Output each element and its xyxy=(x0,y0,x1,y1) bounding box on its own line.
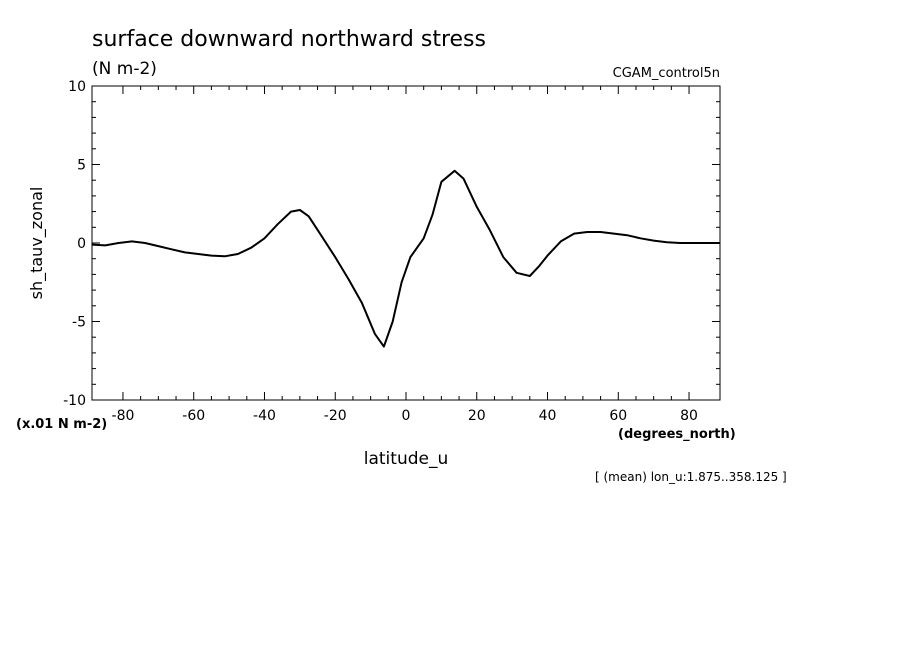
x-tick-label: 60 xyxy=(609,408,627,424)
x-tick-label: -60 xyxy=(182,408,205,424)
y-tick-label: 0 xyxy=(77,236,86,252)
series-layer xyxy=(91,169,720,348)
y-tick-label: 10 xyxy=(68,79,86,95)
x-tick-label: 0 xyxy=(402,408,411,424)
y-scale-note: (x.01 N m-2) xyxy=(16,417,107,432)
y-tick-label: -10 xyxy=(63,393,86,409)
x-tick-label: 80 xyxy=(680,408,698,424)
x-tick-label: -40 xyxy=(253,408,276,424)
y-tick-label: -5 xyxy=(72,315,86,331)
axis-ticks xyxy=(92,85,720,401)
footnote: [ (mean) lon_u:1.875..358.125 ] xyxy=(595,470,787,484)
series-line xyxy=(91,169,720,348)
x-units: (degrees_north) xyxy=(618,427,736,442)
chart-units: (N m-2) xyxy=(92,59,157,79)
x-tick-label: -80 xyxy=(112,408,135,424)
run-label: CGAM_control5n xyxy=(613,66,720,81)
y-tick-label: 5 xyxy=(77,158,86,174)
x-tick-label: 20 xyxy=(468,408,486,424)
x-tick-label: 40 xyxy=(539,408,557,424)
x-tick-label: -20 xyxy=(324,408,347,424)
plot-frame xyxy=(91,85,721,401)
x-axis-label: latitude_u xyxy=(364,449,449,469)
y-axis-label: sh_tauv_zonal xyxy=(27,187,47,300)
chart-title: surface downward northward stress xyxy=(92,27,486,52)
axis-tick-labels: -80 -60 -40 -20 0 20 40 60 80 -10 -5 0 5 10 xyxy=(63,79,698,424)
